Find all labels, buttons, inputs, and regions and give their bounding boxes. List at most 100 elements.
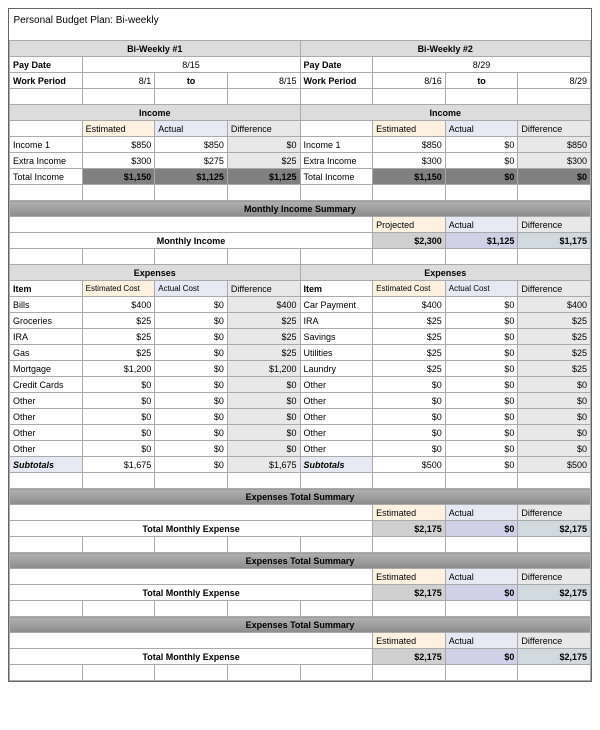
cell: $0 — [82, 441, 155, 457]
cell: $0 — [373, 441, 446, 457]
cell: $0 — [227, 409, 300, 425]
es-col-act: Actual — [445, 569, 518, 585]
cell: $0 — [518, 441, 591, 457]
total-monthly-expense-label: Total Monthly Expense — [10, 585, 373, 601]
cell: $0 — [445, 169, 518, 185]
expense-item: Other — [300, 441, 373, 457]
cell: $1,675 — [82, 457, 155, 473]
cell: $0 — [82, 393, 155, 409]
cell: $1,125 — [227, 169, 300, 185]
exp-col-diff-2: Difference — [518, 281, 591, 297]
cell: $0 — [518, 169, 591, 185]
income-header-2: Income — [300, 105, 591, 121]
cell: $0 — [82, 377, 155, 393]
expense-item: Credit Cards — [10, 377, 83, 393]
mi-diff: $1,175 — [518, 233, 591, 249]
cell: $0 — [155, 329, 228, 345]
income-col-act-1: Actual — [155, 121, 228, 137]
cell: $0 — [155, 297, 228, 313]
cell: $1,150 — [82, 169, 155, 185]
mi-col-act: Actual — [445, 217, 518, 233]
cell: $1,200 — [82, 361, 155, 377]
income-row: Extra Income — [300, 153, 373, 169]
cell: $0 — [445, 329, 518, 345]
es-col-diff: Difference — [518, 505, 591, 521]
expense-item: Other — [300, 393, 373, 409]
period1-header: Bi-Weekly #1 — [10, 41, 301, 57]
exp-col-est-2: Estimated Cost — [373, 281, 446, 297]
cell: $0 — [445, 297, 518, 313]
cell: $0 — [227, 377, 300, 393]
summary-value: $2,175 — [518, 521, 591, 537]
page-title: Personal Budget Plan: Bi-weekly — [10, 9, 591, 41]
es-col-est: Estimated — [373, 505, 446, 521]
expense-item: Utilities — [300, 345, 373, 361]
expense-item: Other — [300, 377, 373, 393]
cell: $0 — [373, 377, 446, 393]
expense-item: Other — [10, 409, 83, 425]
cell: $0 — [445, 153, 518, 169]
cell: $300 — [518, 153, 591, 169]
cell: $0 — [373, 425, 446, 441]
cell: $0 — [155, 313, 228, 329]
cell: $25 — [373, 345, 446, 361]
expense-item: IRA — [10, 329, 83, 345]
cell: $0 — [373, 409, 446, 425]
cell: $0 — [227, 393, 300, 409]
expense-item: Other — [300, 425, 373, 441]
cell: $25 — [227, 329, 300, 345]
p2-paydate-label: Pay Date — [300, 57, 373, 73]
cell: $25 — [82, 313, 155, 329]
cell: $25 — [518, 361, 591, 377]
income-col-diff-2: Difference — [518, 121, 591, 137]
income-total-label: Total Income — [300, 169, 373, 185]
expense-item: Bills — [10, 297, 83, 313]
cell: $0 — [227, 137, 300, 153]
summary-value: $0 — [445, 585, 518, 601]
p1-to: 8/15 — [227, 73, 300, 89]
income-col-est-1: Estimated — [82, 121, 155, 137]
budget-sheet: Personal Budget Plan: Bi-weekly Bi-Weekl… — [8, 8, 592, 682]
p2-paydate: 8/29 — [373, 57, 591, 73]
cell: $0 — [227, 441, 300, 457]
cell: $500 — [518, 457, 591, 473]
p2-to-label: to — [445, 73, 518, 89]
cell: $25 — [518, 329, 591, 345]
cell: $850 — [155, 137, 228, 153]
cell: $0 — [445, 313, 518, 329]
monthly-income-label: Monthly Income — [10, 233, 373, 249]
cell: $300 — [82, 153, 155, 169]
cell: $0 — [373, 393, 446, 409]
cell: $0 — [155, 361, 228, 377]
es-col-act: Actual — [445, 505, 518, 521]
expense-item: Car Payment — [300, 297, 373, 313]
cell: $25 — [373, 313, 446, 329]
exp-col-est-1: Estimated Cost — [82, 281, 155, 297]
cell: $25 — [82, 329, 155, 345]
cell: $1,675 — [227, 457, 300, 473]
mi-act: $1,125 — [445, 233, 518, 249]
summary-value: $2,175 — [373, 649, 446, 665]
expense-item: Other — [300, 409, 373, 425]
cell: $0 — [82, 425, 155, 441]
expense-item: Other — [10, 441, 83, 457]
cell: $400 — [82, 297, 155, 313]
cell: $850 — [82, 137, 155, 153]
es-col-est: Estimated — [373, 633, 446, 649]
expense-item: Gas — [10, 345, 83, 361]
cell: $25 — [227, 313, 300, 329]
income-row: Income 1 — [10, 137, 83, 153]
p1-workperiod-label: Work Period — [10, 73, 83, 89]
cell: $0 — [445, 345, 518, 361]
cell: $500 — [373, 457, 446, 473]
cell: $850 — [373, 137, 446, 153]
expenses-summary-header: Expenses Total Summary — [10, 617, 591, 633]
cell: $400 — [373, 297, 446, 313]
p2-workperiod-label: Work Period — [300, 73, 373, 89]
total-monthly-expense-label: Total Monthly Expense — [10, 649, 373, 665]
budget-table: Personal Budget Plan: Bi-weekly Bi-Weekl… — [9, 9, 591, 681]
income-col-act-2: Actual — [445, 121, 518, 137]
cell: $0 — [518, 425, 591, 441]
cell: $25 — [373, 329, 446, 345]
cell: $25 — [227, 345, 300, 361]
